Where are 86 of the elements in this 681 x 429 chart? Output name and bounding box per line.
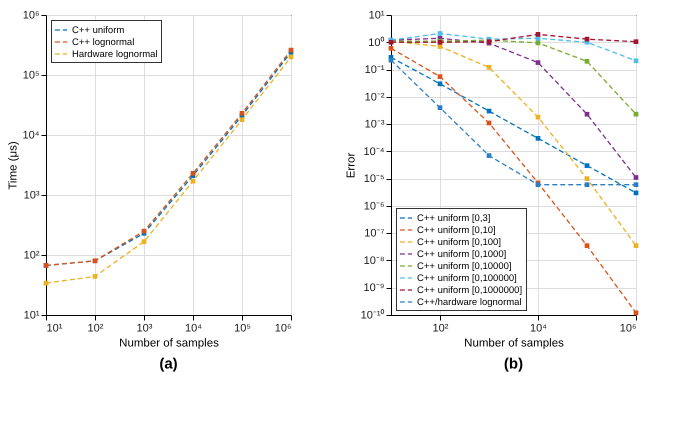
legend-label: C++ uniform [0,10000] — [417, 261, 512, 272]
point — [486, 120, 492, 126]
y-tick-label: 10⁻² — [364, 91, 385, 104]
point — [142, 239, 146, 244]
y-tick-label: 10⁴ — [22, 130, 40, 142]
text: (a) — [159, 356, 178, 372]
x-tick-label: 10³ — [136, 322, 153, 334]
y-tick-label: 10⁻¹⁰ — [360, 308, 384, 322]
point — [584, 112, 590, 117]
legend-label: C++ uniform [0,3] — [417, 213, 490, 224]
x-tick-label: 10² — [432, 322, 449, 334]
point — [634, 243, 638, 248]
point — [584, 36, 590, 42]
point — [92, 274, 98, 279]
point — [142, 228, 146, 234]
y-tick-label: 10⁻⁹ — [364, 282, 384, 294]
point — [536, 136, 540, 141]
x-axis-title: Number of samples — [464, 338, 564, 350]
y-axis-title: Error — [346, 152, 358, 178]
y-tick-label: 10⁻⁵ — [364, 173, 384, 186]
y-axis-title: Time (μs) — [8, 141, 20, 190]
x-tick-label: 10¹ — [46, 322, 63, 334]
point — [438, 44, 442, 49]
y-tick-label: 10² — [24, 250, 40, 262]
point — [536, 36, 540, 41]
y-tick-label: 10⁶ — [22, 10, 40, 22]
point — [388, 58, 394, 63]
x-tick-label: 10⁶ — [274, 322, 292, 334]
point — [44, 280, 48, 286]
y-tick-label: 10⁻¹ — [364, 64, 385, 76]
point — [536, 60, 540, 65]
point — [486, 153, 492, 158]
text: (b) — [504, 356, 524, 372]
legend-label: C++ lognormal — [72, 37, 134, 48]
point — [634, 58, 638, 64]
legend-label: C++ uniform [0,10] — [417, 225, 496, 236]
x-axis-title: Number of samples — [119, 338, 220, 350]
point — [190, 178, 196, 184]
point — [584, 182, 590, 188]
legend-label: C++ uniform [0,1000] — [417, 249, 506, 260]
point — [240, 117, 244, 122]
point — [634, 112, 638, 117]
point — [584, 243, 590, 248]
point — [288, 54, 294, 60]
x-tick-label: 10⁴ — [185, 322, 202, 334]
legend-label: C++ uniform [0,100] — [417, 237, 501, 248]
point — [438, 81, 442, 86]
point — [584, 163, 590, 168]
point — [438, 31, 442, 36]
point — [634, 39, 638, 44]
point — [486, 108, 492, 114]
point — [634, 175, 638, 180]
y-tick-label: 10⁵ — [22, 70, 40, 82]
legend-label: C++ uniform [0,100000] — [417, 273, 517, 284]
point — [240, 110, 244, 116]
y-tick-label: 10¹ — [368, 10, 385, 22]
x-tick-label: 10⁴ — [530, 322, 548, 334]
legend-label: C++ uniform — [72, 25, 124, 36]
x-tick-label: 10⁵ — [234, 322, 251, 334]
legend-label: Hardware lognormal — [72, 49, 158, 60]
point — [634, 190, 638, 196]
point — [536, 40, 540, 46]
legend-label: C++/hardware lognormal — [417, 297, 522, 308]
point — [486, 65, 492, 70]
point — [190, 170, 196, 176]
x-tick-label: 10⁶ — [620, 322, 636, 334]
point — [536, 114, 540, 120]
legend-label: C++ uniform [0,1000000] — [417, 285, 522, 296]
y-tick-label: 10³ — [24, 190, 40, 202]
point — [584, 58, 590, 64]
point — [536, 32, 540, 37]
point — [634, 310, 638, 316]
point — [288, 48, 294, 52]
x-tick-label: 10² — [88, 322, 104, 334]
y-tick-label: 10⁻⁴ — [364, 146, 385, 158]
y-tick-label: 10⁻⁷ — [364, 228, 385, 240]
y-tick-label: 10⁻⁸ — [364, 254, 384, 267]
point — [438, 74, 442, 79]
y-tick-label: 10¹ — [24, 310, 40, 322]
point — [584, 176, 590, 181]
point — [438, 105, 442, 110]
y-tick-label: 10⁻⁶ — [364, 200, 384, 212]
y-tick-label: 10⁰ — [368, 36, 384, 49]
point — [388, 46, 394, 51]
point — [634, 182, 638, 188]
y-tick-label: 10⁻³ — [364, 118, 385, 131]
